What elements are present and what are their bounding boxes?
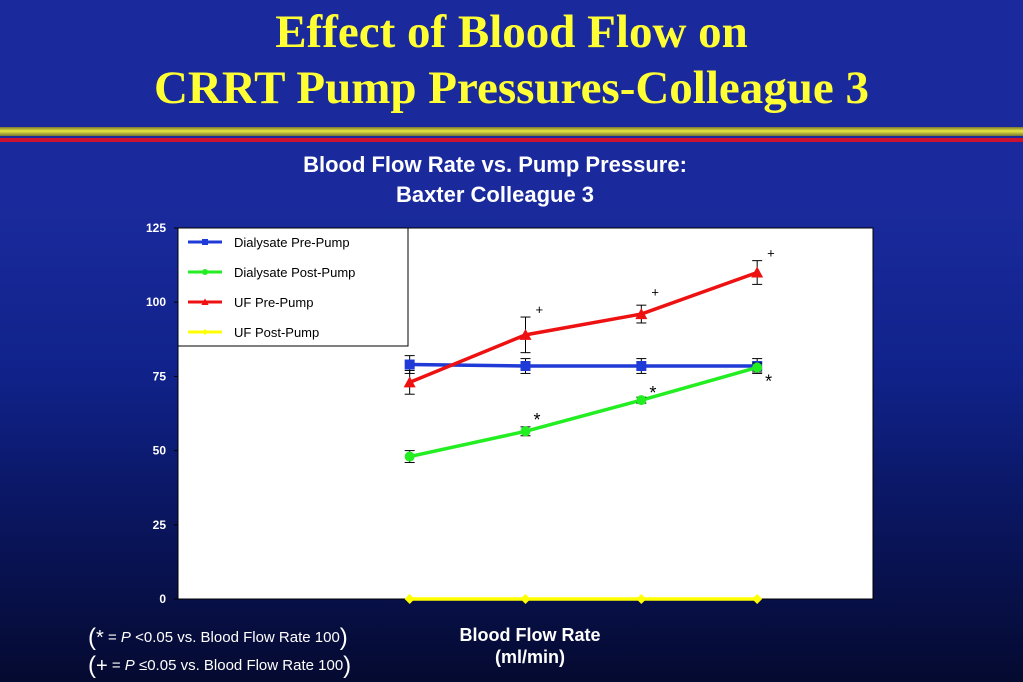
- y-tick-label: 100: [146, 295, 166, 309]
- footnote-text: <0.05 vs. Blood Flow Rate 100: [130, 629, 340, 646]
- y-axis: 0 25 50 75 100 125: [146, 221, 178, 606]
- data-point: [636, 395, 647, 406]
- slide-title-line1: Effect of Blood Flow on: [275, 6, 748, 58]
- footnote-paren: (: [88, 624, 96, 651]
- series-dialysate-post-pump: [404, 362, 763, 463]
- significance-marker: +: [536, 302, 544, 317]
- annotation-layer: + + + * * *: [534, 246, 775, 430]
- y-tick-label: 25: [153, 518, 167, 532]
- legend-label: Dialysate Pre-Pump: [234, 235, 350, 250]
- data-point: [752, 362, 763, 373]
- data-point: [520, 594, 531, 604]
- slide-title-line2: CRRT Pump Pressures-Colleague 3: [153, 62, 870, 114]
- footnote-p: P: [124, 657, 135, 674]
- divider-gold: [0, 127, 1023, 136]
- data-point: [202, 269, 208, 275]
- legend-label: Dialysate Post-Pump: [234, 265, 355, 280]
- legend-label: UF Post-Pump: [234, 325, 319, 340]
- footnote-symbol: +: [96, 655, 108, 677]
- legend-label: UF Pre-Pump: [234, 295, 313, 310]
- y-tick-label: 0: [159, 592, 166, 606]
- significance-marker: *: [649, 383, 656, 403]
- data-point: [636, 594, 647, 604]
- legend: Dialysate Pre-Pump Dialysate Post-Pump UF …: [177, 227, 409, 347]
- footnote-paren: (: [88, 652, 96, 679]
- divider-red: [0, 138, 1023, 142]
- footnote-plus: (+ = P ≤0.05 vs. Blood Flow Rate 100): [88, 654, 351, 678]
- data-point: [202, 329, 208, 335]
- series-line: [409, 362, 758, 368]
- data-point: [519, 328, 532, 340]
- data-point: [403, 376, 416, 388]
- significance-marker: +: [767, 246, 775, 261]
- chart-title-line1: Blood Flow Rate vs. Pump Pressure:: [303, 152, 687, 177]
- y-tick-label: 50: [153, 444, 167, 458]
- data-point: [520, 361, 531, 372]
- footnote-symbol: *: [96, 627, 104, 649]
- footnote-eq: =: [103, 629, 121, 646]
- x-axis-title-line1: Blood Flow Rate: [459, 625, 601, 645]
- data-point: [202, 239, 208, 246]
- legend-item: Dialysate Pre-Pump: [188, 235, 350, 250]
- chart-title: Blood Flow Rate vs. Pump Pressure: Baxte…: [0, 150, 990, 210]
- data-point: [201, 298, 209, 305]
- footnote-paren: ): [343, 652, 352, 679]
- data-point: [404, 594, 415, 604]
- legend-item: UF Pre-Pump: [188, 295, 313, 310]
- data-point: [635, 308, 648, 320]
- footnote-star: (* = P <0.05 vs. Blood Flow Rate 100): [88, 626, 348, 650]
- series-uf-pre-pump: [403, 260, 764, 395]
- significance-marker: +: [651, 284, 659, 299]
- chart-title-line2: Baxter Colleague 3: [395, 182, 595, 207]
- legend-box: [177, 227, 409, 347]
- data-point: [636, 361, 647, 372]
- data-point: [404, 359, 415, 370]
- data-point: [752, 594, 763, 604]
- series-layer: [403, 260, 764, 604]
- legend-item: Dialysate Post-Pump: [188, 265, 355, 280]
- series-line: [409, 270, 758, 384]
- significance-marker: *: [534, 410, 541, 430]
- x-axis-title: Blood Flow Rate (ml/min): [400, 624, 660, 668]
- x-axis-title-line2: (ml/min): [495, 647, 565, 667]
- data-point: [520, 426, 531, 437]
- footnote-paren: ): [339, 624, 348, 651]
- y-tick-label: 125: [146, 221, 166, 235]
- significance-marker: *: [765, 371, 772, 391]
- series-uf-post-pump: [404, 594, 763, 604]
- data-point: [404, 451, 415, 462]
- series-line: [409, 365, 758, 459]
- footnote-eq: =: [107, 657, 125, 674]
- data-point: [751, 266, 764, 278]
- slide-title: Effect of Blood Flow on CRRT Pump Pressu…: [0, 4, 1023, 116]
- footnote-text: ≤0.05 vs. Blood Flow Rate 100: [134, 657, 344, 674]
- footnote-p: P: [120, 629, 131, 646]
- legend-item: UF Post-Pump: [188, 325, 319, 340]
- y-tick-label: 75: [153, 369, 167, 383]
